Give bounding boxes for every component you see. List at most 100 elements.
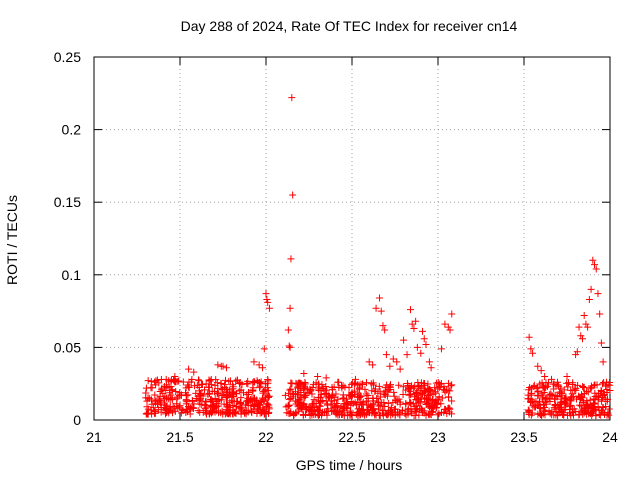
data-point bbox=[393, 358, 401, 366]
data-point-band bbox=[560, 386, 568, 394]
data-point-band bbox=[541, 384, 549, 392]
data-point-band bbox=[542, 379, 550, 387]
data-point-band bbox=[440, 385, 448, 393]
data-point-band bbox=[371, 387, 379, 395]
data-point-band bbox=[375, 382, 383, 390]
data-point-band bbox=[376, 393, 384, 401]
data-point-band bbox=[597, 387, 605, 395]
data-point-band bbox=[265, 405, 273, 413]
data-point-band bbox=[525, 386, 533, 394]
data-point-band bbox=[595, 411, 603, 419]
data-point-band bbox=[527, 398, 535, 406]
data-point-band bbox=[557, 407, 565, 415]
data-point bbox=[389, 355, 397, 363]
data-point-band bbox=[183, 398, 191, 406]
data-point-band bbox=[588, 403, 596, 411]
data-point-band bbox=[407, 407, 415, 415]
data-point bbox=[365, 358, 373, 366]
data-point-band bbox=[413, 396, 421, 404]
data-point bbox=[541, 372, 549, 380]
data-point-band bbox=[202, 397, 210, 405]
data-point-band bbox=[143, 397, 151, 405]
data-point bbox=[286, 343, 294, 351]
data-point-band bbox=[173, 395, 181, 403]
data-point-band bbox=[297, 380, 305, 388]
data-point-band bbox=[218, 407, 226, 415]
data-point-band bbox=[151, 408, 159, 416]
grid-layer bbox=[94, 57, 610, 420]
data-point-band bbox=[418, 383, 426, 391]
data-point-band bbox=[302, 403, 310, 411]
data-point-band bbox=[157, 404, 165, 412]
data-point-band bbox=[306, 411, 314, 419]
data-point-band bbox=[424, 399, 432, 407]
data-point bbox=[286, 304, 294, 312]
data-point-band bbox=[247, 395, 255, 403]
data-point-band bbox=[566, 397, 574, 405]
data-point-band bbox=[406, 390, 414, 398]
data-point-band bbox=[562, 393, 570, 401]
data-point-band bbox=[575, 411, 583, 419]
data-point-band bbox=[556, 404, 564, 412]
data-point-band bbox=[386, 406, 394, 414]
data-point bbox=[592, 265, 600, 273]
data-point-band bbox=[548, 392, 556, 400]
data-point-band bbox=[236, 379, 244, 387]
data-point bbox=[413, 343, 421, 351]
data-point-band bbox=[147, 396, 155, 404]
data-point-band bbox=[530, 383, 538, 391]
data-point-band bbox=[301, 393, 309, 401]
data-point-band bbox=[429, 396, 437, 404]
data-point-band bbox=[594, 396, 602, 404]
data-point-band bbox=[323, 400, 331, 408]
data-point-band bbox=[167, 378, 175, 386]
data-point-band bbox=[384, 399, 392, 407]
data-point-band bbox=[287, 379, 295, 387]
data-point-band bbox=[603, 386, 611, 394]
data-point-band bbox=[386, 383, 394, 391]
data-point-band bbox=[243, 397, 251, 405]
data-point-band bbox=[546, 398, 554, 406]
data-point-band bbox=[598, 387, 606, 395]
data-point bbox=[152, 377, 160, 385]
data-point-band bbox=[156, 387, 164, 395]
data-point-band bbox=[355, 409, 363, 417]
data-point-band bbox=[249, 387, 257, 395]
data-point-band bbox=[559, 411, 567, 419]
data-point bbox=[379, 322, 387, 330]
data-point-band bbox=[355, 385, 363, 393]
data-point-band bbox=[338, 382, 346, 390]
data-point-band bbox=[419, 389, 427, 397]
data-point bbox=[322, 374, 330, 382]
data-point bbox=[537, 367, 545, 375]
y-tick-label: 0 bbox=[73, 412, 81, 428]
data-point-band bbox=[151, 378, 159, 386]
data-point-band bbox=[217, 380, 225, 388]
data-point bbox=[287, 255, 295, 263]
data-point-band bbox=[574, 381, 582, 389]
data-point-band bbox=[563, 379, 571, 387]
data-point-band bbox=[425, 386, 433, 394]
data-point-band bbox=[237, 394, 245, 402]
data-point-band bbox=[554, 412, 562, 420]
x-tick-label: 22.5 bbox=[338, 429, 365, 445]
data-point-band bbox=[525, 407, 533, 415]
data-point bbox=[259, 364, 267, 372]
data-point-band bbox=[364, 391, 372, 399]
x-tick-label: 23.5 bbox=[510, 429, 537, 445]
data-point-band bbox=[564, 383, 572, 391]
data-point-band bbox=[229, 408, 237, 416]
data-point bbox=[351, 375, 359, 383]
data-point-band bbox=[285, 401, 293, 409]
data-point-band bbox=[599, 403, 607, 411]
data-point bbox=[603, 378, 611, 386]
x-axis-label: GPS time / hours bbox=[296, 457, 403, 473]
data-point-band bbox=[172, 388, 180, 396]
data-point bbox=[573, 348, 581, 356]
data-point bbox=[219, 362, 227, 370]
data-point bbox=[417, 349, 425, 357]
data-point-band bbox=[568, 390, 576, 398]
data-point-band bbox=[150, 404, 158, 412]
data-points-layer bbox=[142, 94, 614, 420]
